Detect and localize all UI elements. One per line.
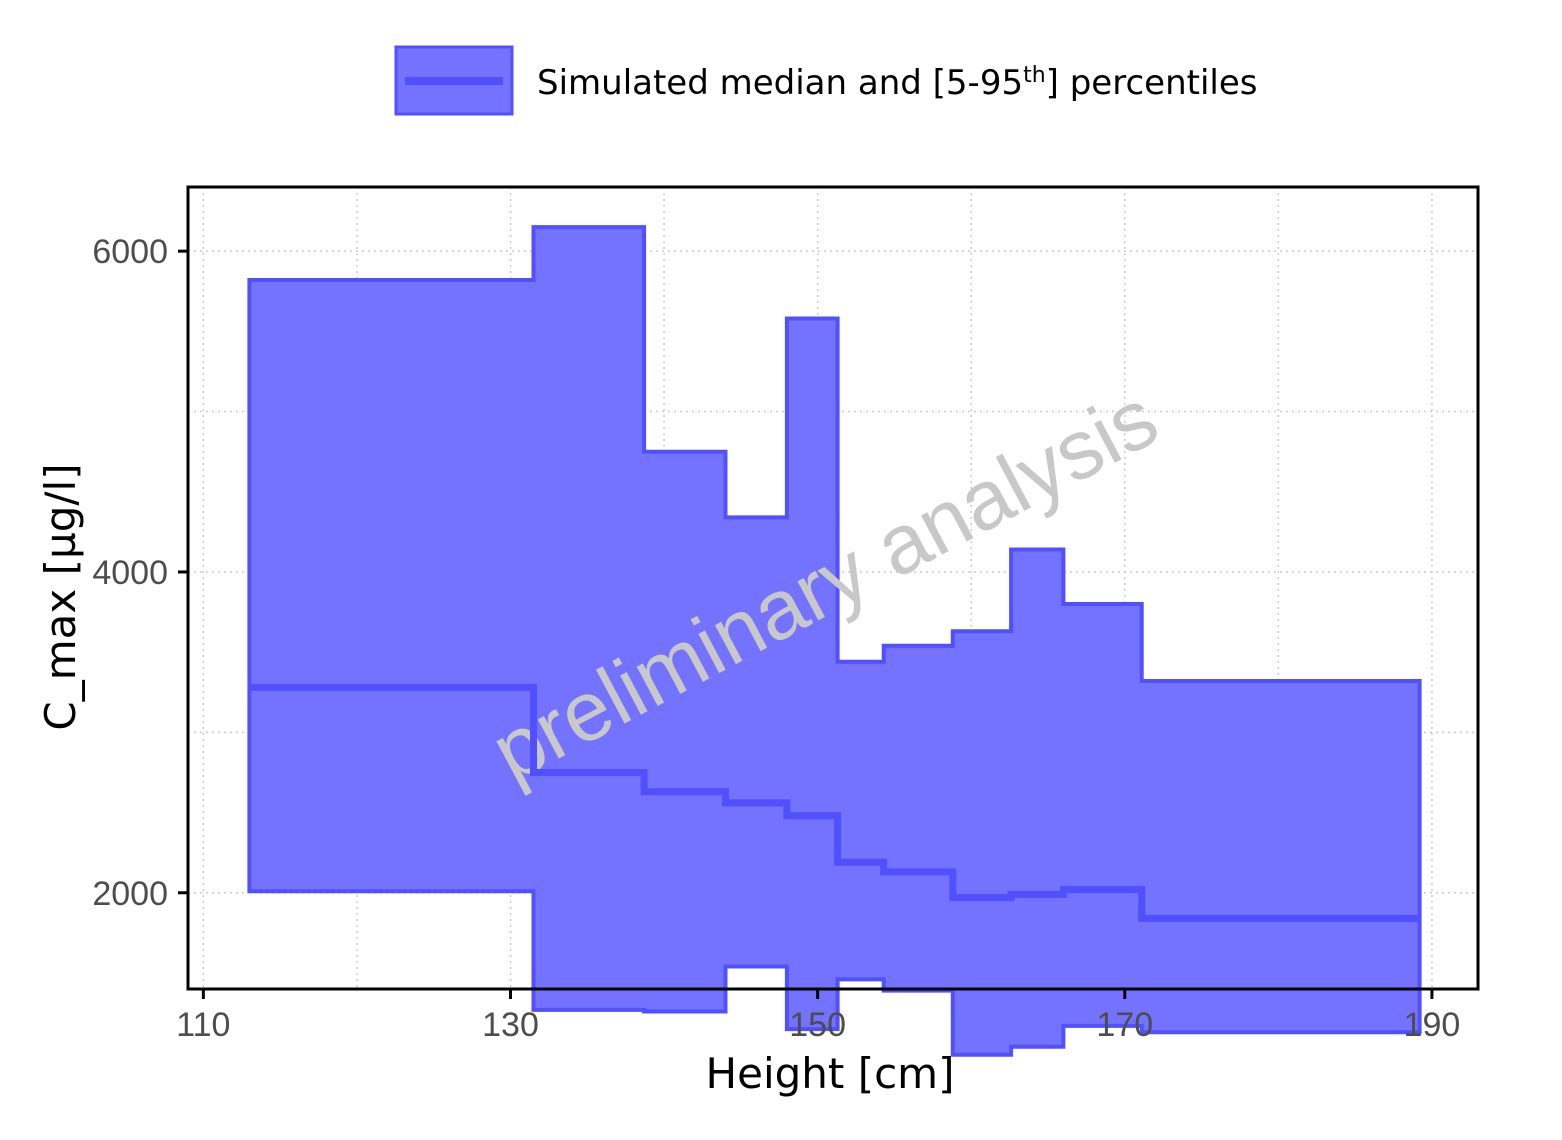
x-tick-label: 110: [176, 1006, 230, 1044]
plot-border: [186, 185, 1480, 991]
x-axis: 110 130 150 170 190: [176, 989, 1460, 1044]
percentile-band-layer: [247, 225, 1422, 1057]
y-axis-title: C_max [µg/l]: [36, 463, 85, 730]
y-axis: 2000 4000 6000: [92, 233, 188, 913]
x-tick-label: 170: [1096, 1006, 1153, 1044]
x-tick-label: 190: [1404, 1006, 1461, 1044]
x-axis-title: Height [cm]: [706, 1049, 955, 1098]
legend: Simulated median and [5-95th] percentile…: [394, 45, 1257, 116]
y-tick-label: 4000: [92, 554, 168, 592]
percentile-band: [247, 225, 1422, 1057]
median-line: [249, 683, 1420, 922]
legend-label: Simulated median and [5-95th] percentile…: [537, 63, 1257, 103]
plot-panel: preliminary analysis: [186, 185, 1480, 1057]
y-tick-label: 2000: [92, 875, 168, 913]
median-line-layer: [249, 683, 1420, 922]
x-tick-label: 130: [482, 1006, 539, 1044]
x-tick-label: 150: [789, 1006, 846, 1044]
y-tick-label: 6000: [92, 233, 168, 271]
